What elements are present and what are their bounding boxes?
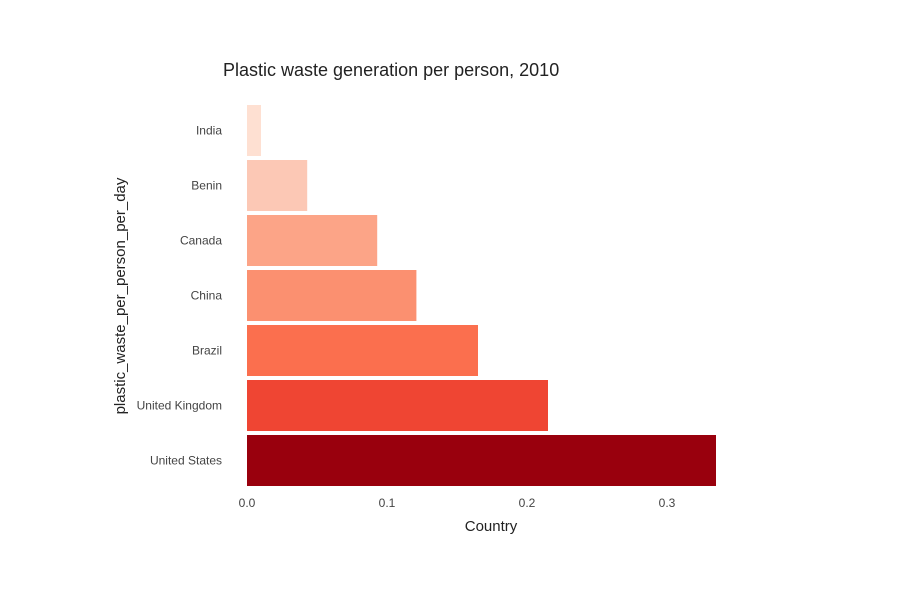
- x-tick-label: 0.3: [659, 496, 676, 510]
- bar-india[interactable]: [247, 105, 261, 156]
- bar-benin[interactable]: [247, 160, 308, 211]
- y-axis-title: plastic_waste_per_person_per_day: [112, 177, 129, 414]
- bar-united-kingdom[interactable]: [247, 380, 548, 431]
- y-tick-label: India: [196, 124, 222, 138]
- x-tick-label: 0.2: [519, 496, 536, 510]
- chart-title: Plastic waste generation per person, 201…: [223, 60, 559, 80]
- y-tick-label: Canada: [180, 234, 222, 248]
- bar-united-states[interactable]: [247, 435, 716, 486]
- bar-brazil[interactable]: [247, 325, 478, 376]
- bar-china[interactable]: [247, 270, 417, 321]
- y-tick-label: United Kingdom: [137, 399, 222, 413]
- y-tick-label: Brazil: [192, 344, 222, 358]
- x-tick-label: 0.0: [239, 496, 256, 510]
- bars-group: [247, 105, 716, 486]
- x-tick-label: 0.1: [379, 496, 396, 510]
- x-tick-labels: 0.0 0.1 0.2 0.3: [239, 496, 676, 510]
- bar-canada[interactable]: [247, 215, 378, 266]
- y-tick-label: China: [191, 289, 223, 303]
- y-tick-labels: India Benin Canada China Brazil United Kingdo…: [137, 124, 223, 468]
- y-tick-label: United States: [150, 454, 222, 468]
- x-axis-title: Country: [465, 518, 518, 535]
- y-tick-label: Benin: [191, 179, 222, 193]
